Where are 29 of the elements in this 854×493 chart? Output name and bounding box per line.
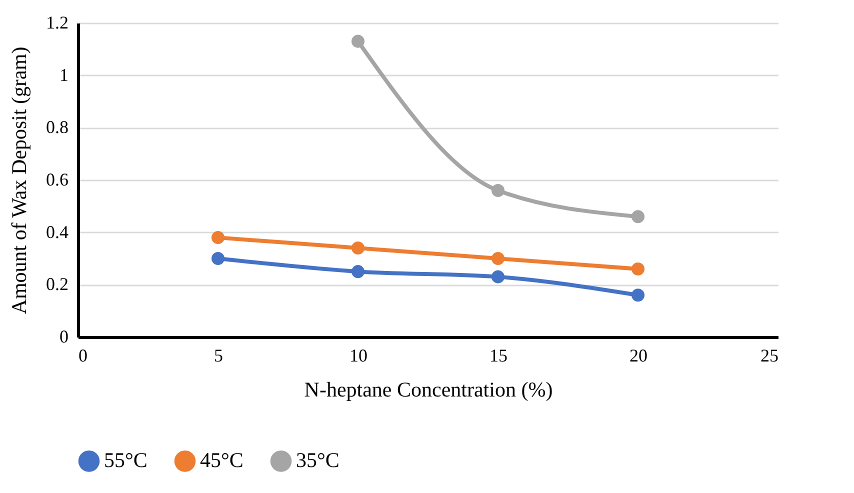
point [351, 34, 365, 48]
point [631, 262, 645, 276]
y-tick-label: 0.2 [46, 274, 68, 294]
point [631, 210, 645, 224]
point [491, 270, 505, 284]
y-tick-label: 0.4 [46, 222, 68, 242]
point [211, 252, 225, 266]
y-tick-label: 1 [60, 64, 68, 85]
x-tick-label: 0 [78, 346, 88, 366]
y-tick-label: 0.6 [46, 170, 68, 190]
point [351, 265, 365, 278]
y-axis-title: Amount of Wax Deposit (gram) [7, 46, 31, 314]
x-tick-label: 25 [760, 346, 778, 366]
point [631, 288, 645, 302]
y-tick-label: 0 [60, 326, 68, 346]
x-axis-title: N-heptane Concentration (%) [304, 378, 553, 402]
point [211, 231, 225, 244]
x-tick-label: 15 [490, 346, 508, 366]
x-tick-label: 20 [630, 346, 648, 366]
point [491, 184, 505, 197]
point [351, 242, 365, 255]
x-tick-label: 5 [214, 346, 223, 366]
point [491, 252, 505, 266]
legend-label: 35°C [296, 448, 340, 472]
y-tick-label: 1.2 [46, 12, 68, 32]
legend-label: 45°C [200, 448, 244, 472]
x-tick-label: 10 [350, 346, 368, 366]
legend-label: 55°C [104, 448, 148, 472]
y-tick-label: 0.8 [46, 117, 68, 138]
